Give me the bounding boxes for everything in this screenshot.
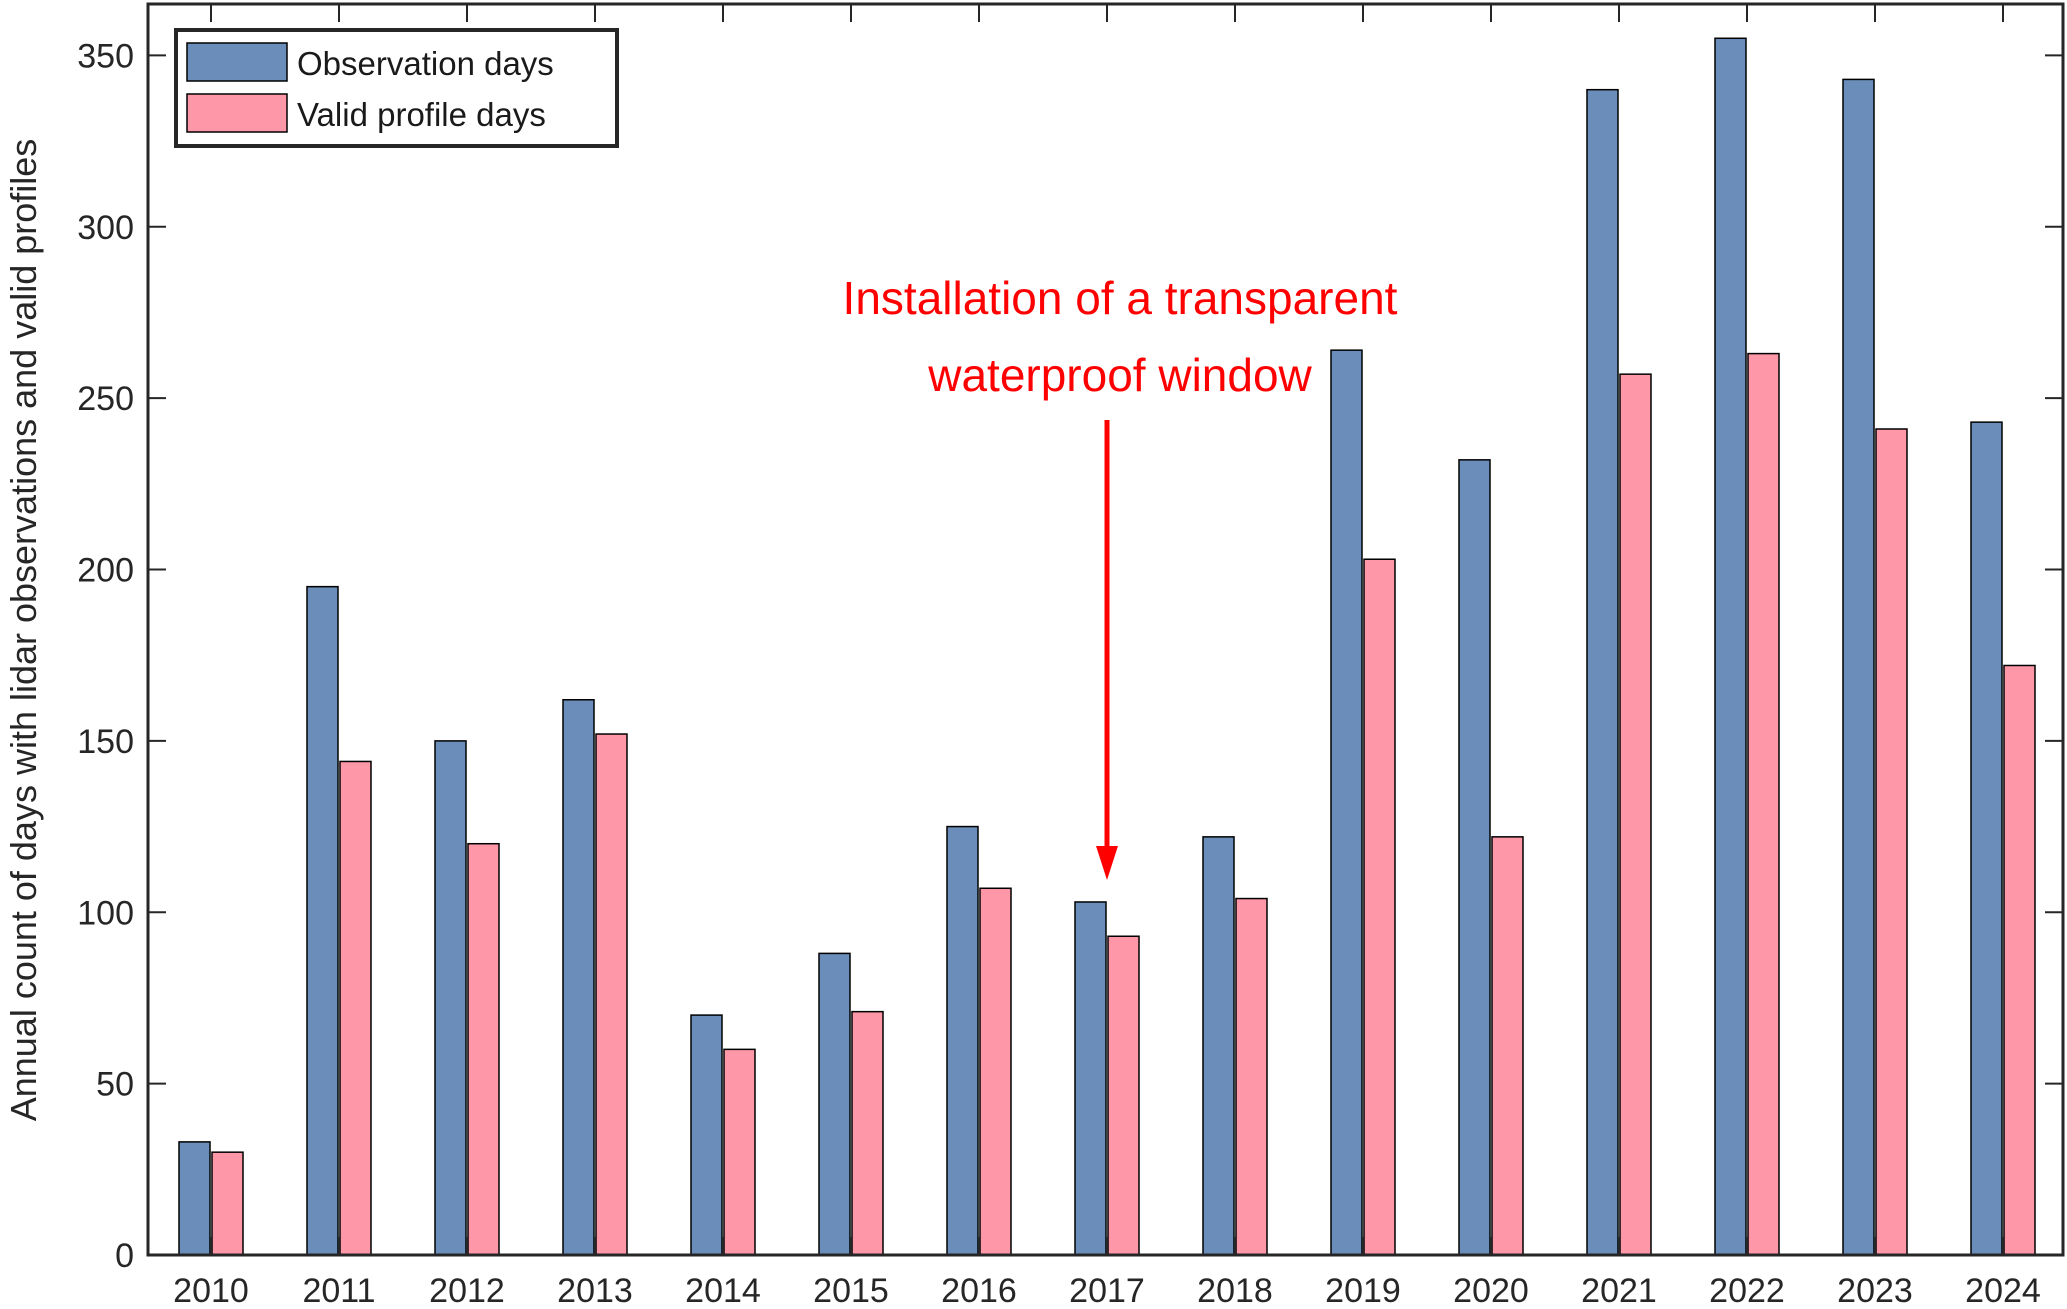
- x-tick-label-2023: 2023: [1837, 1272, 1913, 1309]
- x-tick-label-2013: 2013: [557, 1272, 633, 1309]
- bar-observation-2021: [1586, 88, 1619, 1256]
- y-tick-label-250: 250: [77, 380, 134, 418]
- y-axis-label: Annual count of days with lidar observat…: [3, 139, 44, 1122]
- x-tick-label-2019: 2019: [1325, 1272, 1401, 1309]
- annotation-arrow-head: [1096, 846, 1118, 880]
- x-tick-label-2014: 2014: [685, 1272, 761, 1309]
- legend: Observation days Valid profile days: [174, 28, 619, 148]
- bar-observation-2010: [178, 1141, 211, 1256]
- x-tick-label-2017: 2017: [1069, 1272, 1145, 1309]
- bar-valid-2023: [1875, 428, 1908, 1256]
- y-tick-label-0: 0: [115, 1237, 134, 1275]
- bars-group: [178, 37, 2036, 1256]
- bar-observation-2020: [1458, 459, 1491, 1256]
- y-tick-label-350: 350: [77, 37, 134, 75]
- bar-observation-2024: [1970, 421, 2003, 1256]
- legend-swatch-observation: [186, 42, 288, 82]
- bar-observation-2012: [434, 740, 467, 1256]
- x-tick-label-2010: 2010: [173, 1272, 249, 1309]
- bar-valid-2021: [1619, 373, 1652, 1256]
- bar-valid-2011: [339, 760, 372, 1256]
- x-tick-label-2024: 2024: [1965, 1272, 2041, 1309]
- bar-observation-2019: [1330, 349, 1363, 1256]
- bar-valid-2024: [2003, 664, 2036, 1256]
- axes-box: [146, 2, 2065, 1257]
- y-tick-label-150: 150: [77, 723, 134, 761]
- legend-label-valid: Valid profile days: [297, 96, 546, 133]
- x-tick-label-2016: 2016: [941, 1272, 1017, 1309]
- y-tick-label-100: 100: [77, 894, 134, 932]
- bar-observation-2022: [1714, 37, 1747, 1256]
- bar-valid-2022: [1747, 352, 1780, 1256]
- bar-valid-2020: [1491, 836, 1524, 1256]
- bar-valid-2019: [1363, 558, 1396, 1256]
- bar-observation-2013: [562, 699, 595, 1256]
- bar-valid-2013: [595, 733, 628, 1256]
- y-tick-label-200: 200: [77, 552, 134, 590]
- bar-observation-2016: [946, 825, 979, 1256]
- bar-valid-2015: [851, 1010, 884, 1256]
- x-tick-label-2020: 2020: [1453, 1272, 1529, 1309]
- ticks-group: 2010 2011 2012 2013 2014 2015 2016 2017 2018 2019…: [77, 4, 2063, 1309]
- legend-swatch-valid: [186, 93, 288, 133]
- bar-observation-2018: [1202, 836, 1235, 1256]
- x-tick-label-2011: 2011: [302, 1272, 375, 1309]
- bar-valid-2014: [723, 1048, 756, 1256]
- bar-valid-2010: [211, 1151, 244, 1256]
- bar-valid-2012: [467, 842, 500, 1256]
- annotation-line-1: Installation of a transparent: [843, 272, 1398, 324]
- bar-observation-2011: [306, 585, 339, 1256]
- bar-valid-2018: [1235, 897, 1268, 1256]
- x-tick-label-2021: 2021: [1581, 1272, 1657, 1309]
- bar-observation-2017: [1074, 901, 1107, 1256]
- bar-observation-2015: [818, 952, 851, 1256]
- bar-observation-2014: [690, 1014, 723, 1256]
- y-tick-label-50: 50: [96, 1066, 134, 1104]
- x-tick-label-2022: 2022: [1709, 1272, 1785, 1309]
- legend-label-observation: Observation days: [297, 45, 554, 82]
- x-tick-label-2012: 2012: [429, 1272, 505, 1309]
- x-tick-label-2018: 2018: [1197, 1272, 1273, 1309]
- bar-valid-2016: [979, 887, 1012, 1256]
- bar-observation-2023: [1842, 78, 1875, 1256]
- x-tick-label-2015: 2015: [813, 1272, 889, 1309]
- annotation-line-2: waterproof window: [927, 349, 1312, 401]
- bar-valid-2017: [1107, 935, 1140, 1256]
- annotation: Installation of a transparent waterproof…: [843, 272, 1398, 880]
- y-tick-label-300: 300: [77, 209, 134, 247]
